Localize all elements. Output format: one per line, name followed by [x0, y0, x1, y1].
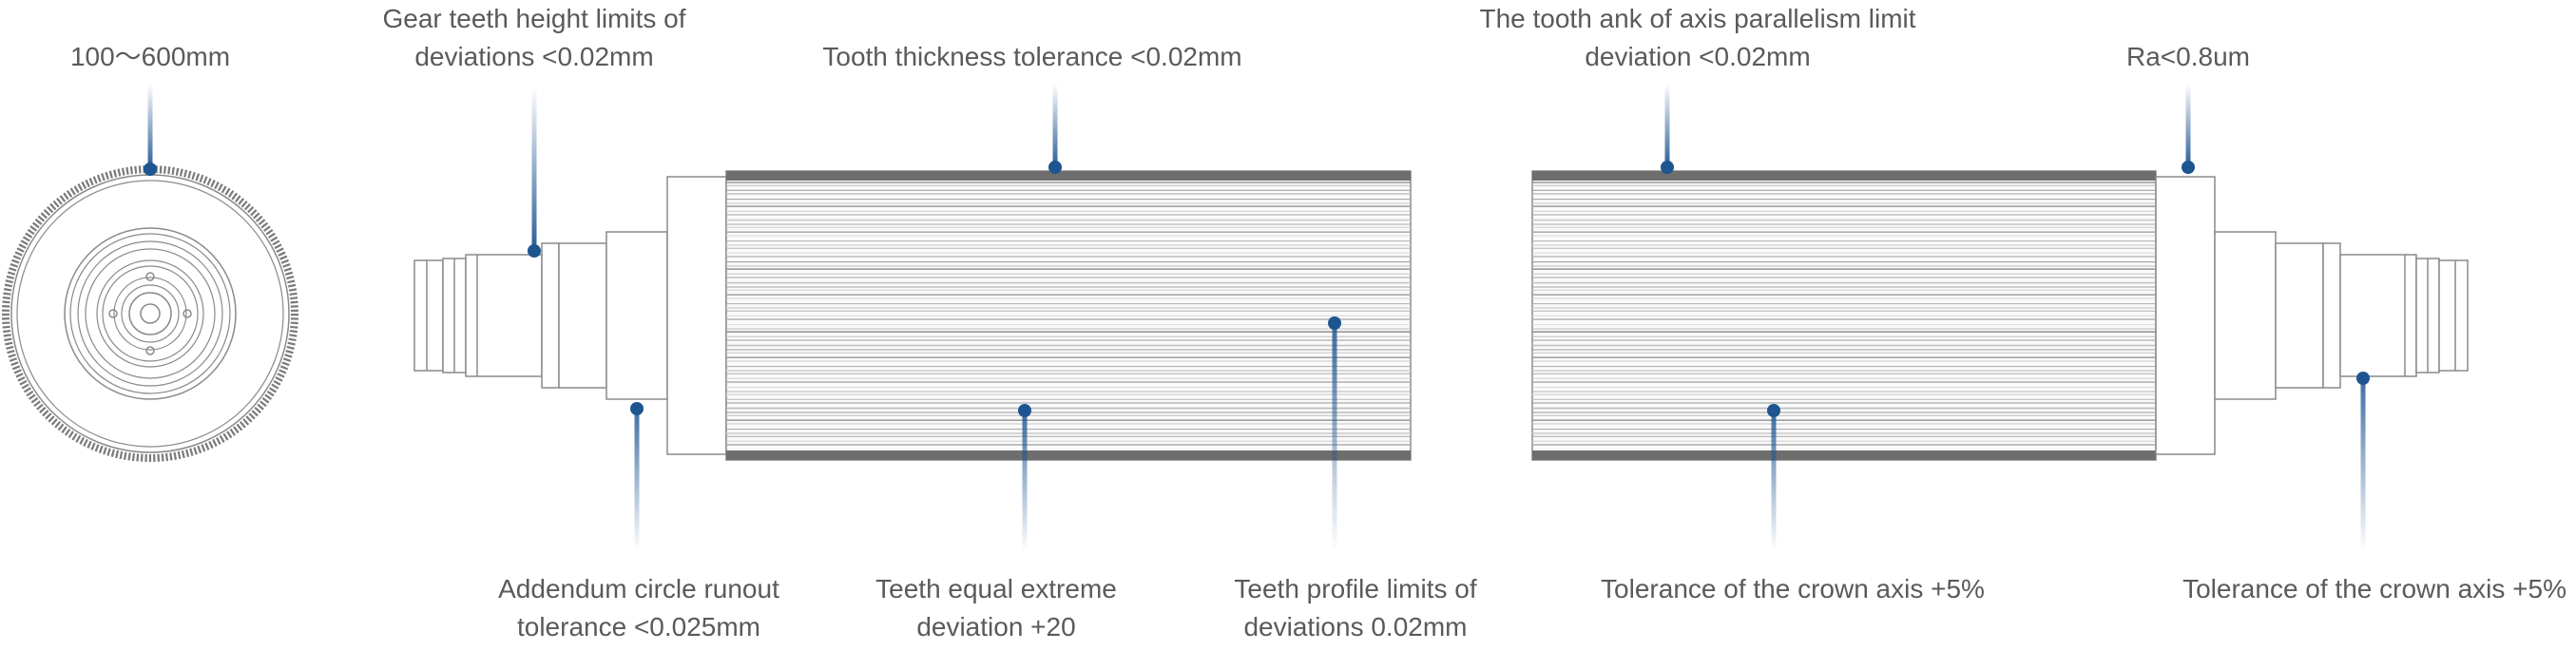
- top-band-left: [726, 171, 1411, 181]
- leader-diameter-line: [147, 84, 153, 169]
- leader-teeth-profile-dot: [1328, 316, 1341, 330]
- roller-end-view: [2, 165, 298, 462]
- bottom-band-left: [726, 450, 1411, 460]
- bottom-band-right: [1532, 450, 2156, 460]
- leader-crown-axis-1-line: [1771, 411, 1777, 551]
- gear-teeth-ring: [2, 165, 298, 462]
- label-axis-parallelism: The tooth ank of axis parallelism limit …: [1479, 4, 1916, 71]
- left-shaft: [413, 176, 727, 455]
- leader-tooth-thickness-line: [1052, 84, 1058, 167]
- leader-lines: [144, 84, 2370, 551]
- tooth-lines-left: [726, 182, 1411, 446]
- leader-teeth-equal-extreme-dot: [1018, 404, 1031, 417]
- leader-crown-axis-2-dot: [2356, 372, 2370, 385]
- leader-axis-parallelism-line: [1664, 84, 1670, 167]
- leader-addendum-runout-line: [634, 409, 640, 551]
- leader-crown-axis-1-dot: [1767, 404, 1780, 417]
- bolt-hole: [145, 346, 155, 355]
- label-roughness: Ra<0.8um: [2126, 42, 2250, 71]
- leader-gear-teeth-height-line: [531, 86, 537, 251]
- leader-gear-teeth-height-dot: [528, 244, 541, 258]
- label-crown-axis-2: Tolerance of the crown axis +5%: [2182, 574, 2566, 603]
- tooth-lines-right: [1532, 182, 2156, 446]
- bolt-hole: [183, 309, 192, 318]
- top-band-right: [1532, 171, 2156, 181]
- label-addendum-runout: Addendum circle runout tolerance <0.025m…: [498, 574, 779, 641]
- roller-body-right: [1531, 170, 2157, 461]
- bolt-hole: [145, 272, 155, 281]
- label-diameter: 100～600mm: [69, 42, 231, 71]
- bolt-hole: [108, 309, 118, 318]
- leader-tooth-thickness-dot: [1048, 161, 1062, 174]
- label-crown-axis-1: Tolerance of the crown axis +5%: [1601, 574, 1985, 603]
- roller-body-left: [725, 170, 1412, 461]
- leader-roughness-dot: [2182, 161, 2195, 174]
- leader-axis-parallelism-dot: [1661, 161, 1674, 174]
- label-tooth-thickness: Tooth thickness tolerance <0.02mm: [822, 42, 1242, 71]
- right-shaft: [2155, 176, 2469, 455]
- leader-roughness-line: [2185, 84, 2191, 167]
- leader-crown-axis-2-line: [2360, 378, 2366, 551]
- label-teeth-profile: Teeth profile limits of deviations 0.02m…: [1234, 574, 1477, 641]
- label-gear-teeth-height: Gear teeth height limits of deviations <…: [382, 4, 686, 71]
- leader-addendum-runout-dot: [630, 402, 644, 415]
- label-teeth-equal-extreme: Teeth equal extreme deviation +20: [875, 574, 1117, 641]
- leader-teeth-equal-extreme-line: [1022, 411, 1028, 551]
- leader-diameter-dot: [144, 163, 157, 176]
- leader-teeth-profile-line: [1332, 323, 1337, 551]
